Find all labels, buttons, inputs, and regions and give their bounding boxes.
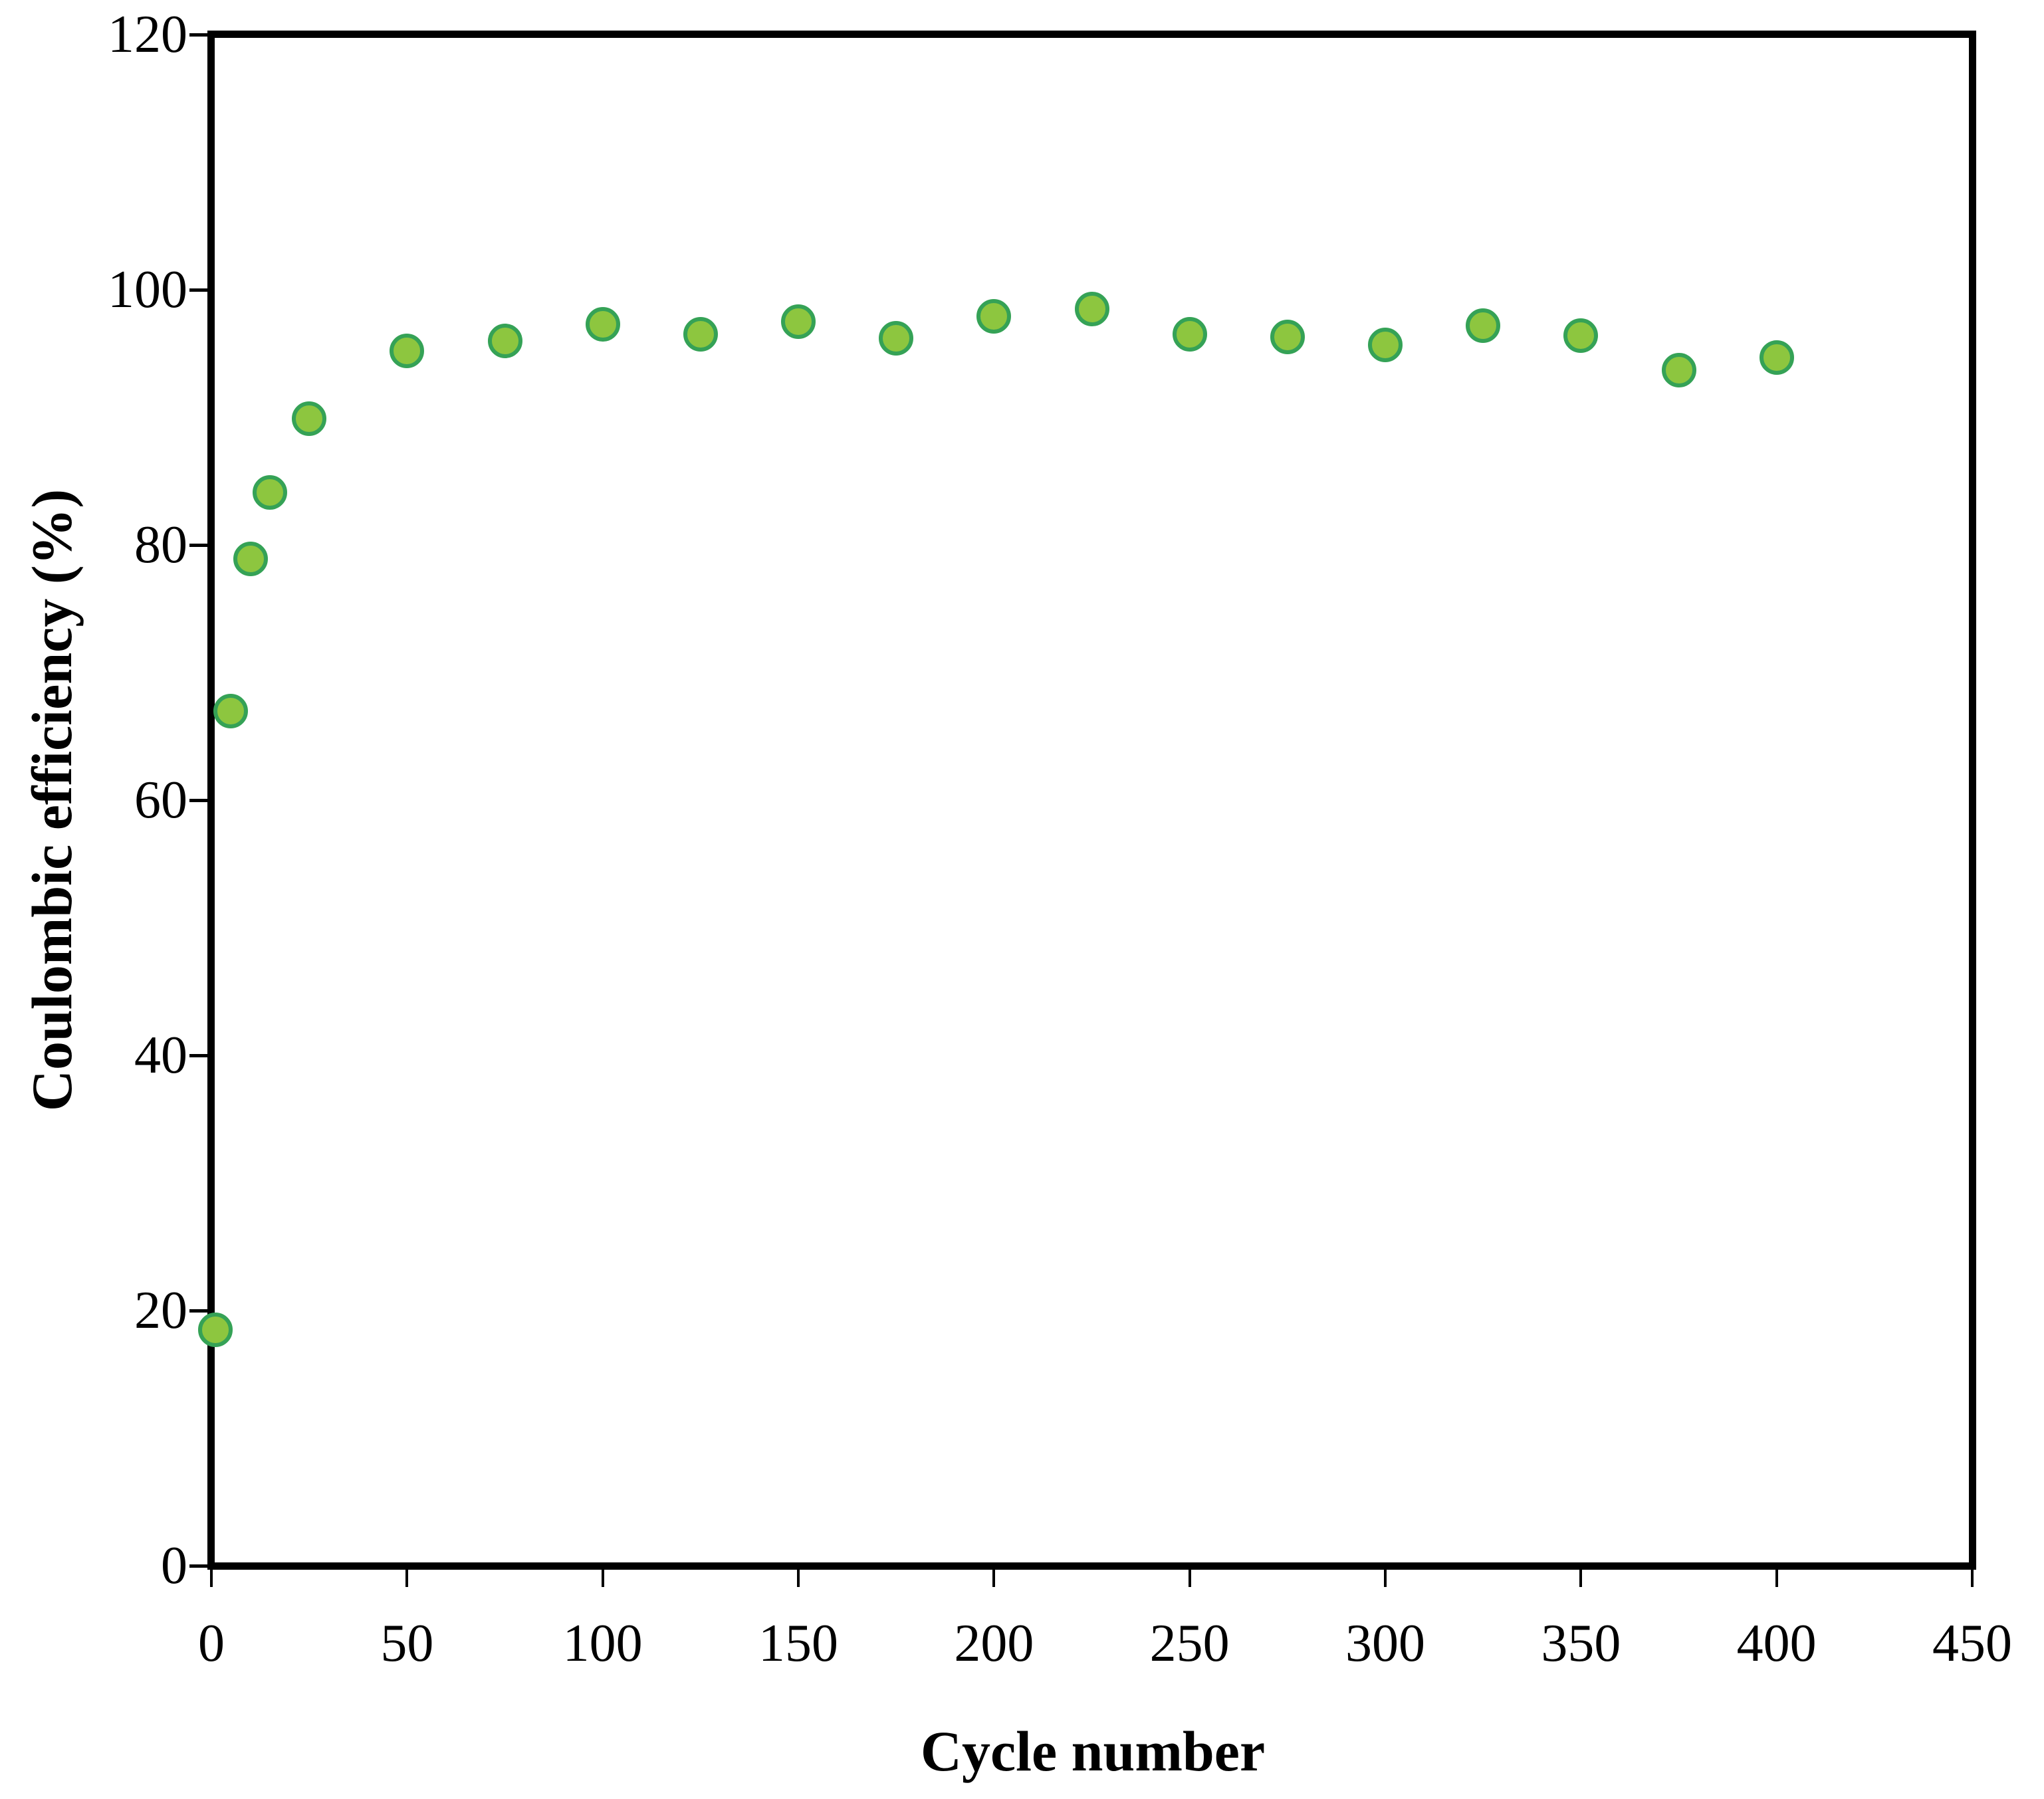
x-axis-title: Cycle number xyxy=(920,1719,1266,1783)
data-point-marker xyxy=(781,304,816,339)
x-axis-tick xyxy=(1188,1569,1191,1587)
x-axis-tick-label: 300 xyxy=(1345,1614,1425,1673)
y-axis-tick xyxy=(189,543,209,547)
y-axis-tick-label: 20 xyxy=(134,1281,187,1340)
y-axis-tick-label: 120 xyxy=(108,5,187,64)
data-point-marker xyxy=(487,323,522,358)
data-point-marker xyxy=(253,475,288,510)
data-point-marker xyxy=(390,334,425,369)
y-axis-tick-label: 60 xyxy=(134,771,187,829)
x-axis-tick-label: 350 xyxy=(1541,1614,1621,1673)
y-axis-tick-label: 40 xyxy=(134,1026,187,1085)
y-axis-tick xyxy=(189,798,209,802)
data-point-marker xyxy=(1074,291,1109,326)
x-axis-tick xyxy=(1579,1569,1583,1587)
x-axis-tick-label: 150 xyxy=(758,1614,838,1673)
y-axis-tick-label: 80 xyxy=(134,516,187,574)
x-axis-tick xyxy=(601,1569,604,1587)
y-axis-tick xyxy=(189,1564,209,1568)
x-axis-tick xyxy=(1384,1569,1387,1587)
data-point-marker xyxy=(1661,352,1696,387)
y-axis-tick xyxy=(189,288,209,292)
data-point-marker xyxy=(683,317,718,352)
y-axis-tick xyxy=(189,1053,209,1057)
x-axis-tick xyxy=(992,1569,996,1587)
x-axis-tick xyxy=(1775,1569,1778,1587)
data-point-marker xyxy=(1368,327,1403,362)
x-axis-tick xyxy=(1971,1569,1974,1587)
y-axis-tick-label: 0 xyxy=(161,1536,187,1595)
data-point-marker xyxy=(213,693,249,728)
data-point-marker xyxy=(1563,318,1599,354)
plot-area xyxy=(207,31,1976,1570)
x-axis-tick xyxy=(210,1569,213,1587)
y-axis-tick-label: 100 xyxy=(108,261,187,319)
x-axis-tick-label: 0 xyxy=(198,1614,225,1673)
data-point-marker xyxy=(1270,320,1305,355)
data-point-marker xyxy=(585,306,620,342)
data-point-marker xyxy=(197,1312,233,1347)
x-axis-tick-label: 450 xyxy=(1932,1614,2012,1673)
data-point-marker xyxy=(879,320,914,356)
data-point-marker xyxy=(1466,308,1501,343)
data-point-marker xyxy=(976,299,1012,334)
data-point-marker xyxy=(1172,317,1207,352)
y-axis-tick xyxy=(189,33,209,37)
x-axis-tick-label: 50 xyxy=(380,1614,434,1673)
y-axis-tick xyxy=(189,1309,209,1313)
x-axis-tick-label: 100 xyxy=(562,1614,643,1673)
x-axis-tick-label: 250 xyxy=(1149,1614,1230,1673)
x-axis-tick xyxy=(797,1569,800,1587)
data-point-marker xyxy=(1759,340,1794,375)
data-point-marker xyxy=(233,542,268,577)
data-point-marker xyxy=(292,401,327,436)
x-axis-tick xyxy=(405,1569,409,1587)
x-axis-tick-label: 400 xyxy=(1736,1614,1817,1673)
x-axis-tick-label: 200 xyxy=(954,1614,1034,1673)
